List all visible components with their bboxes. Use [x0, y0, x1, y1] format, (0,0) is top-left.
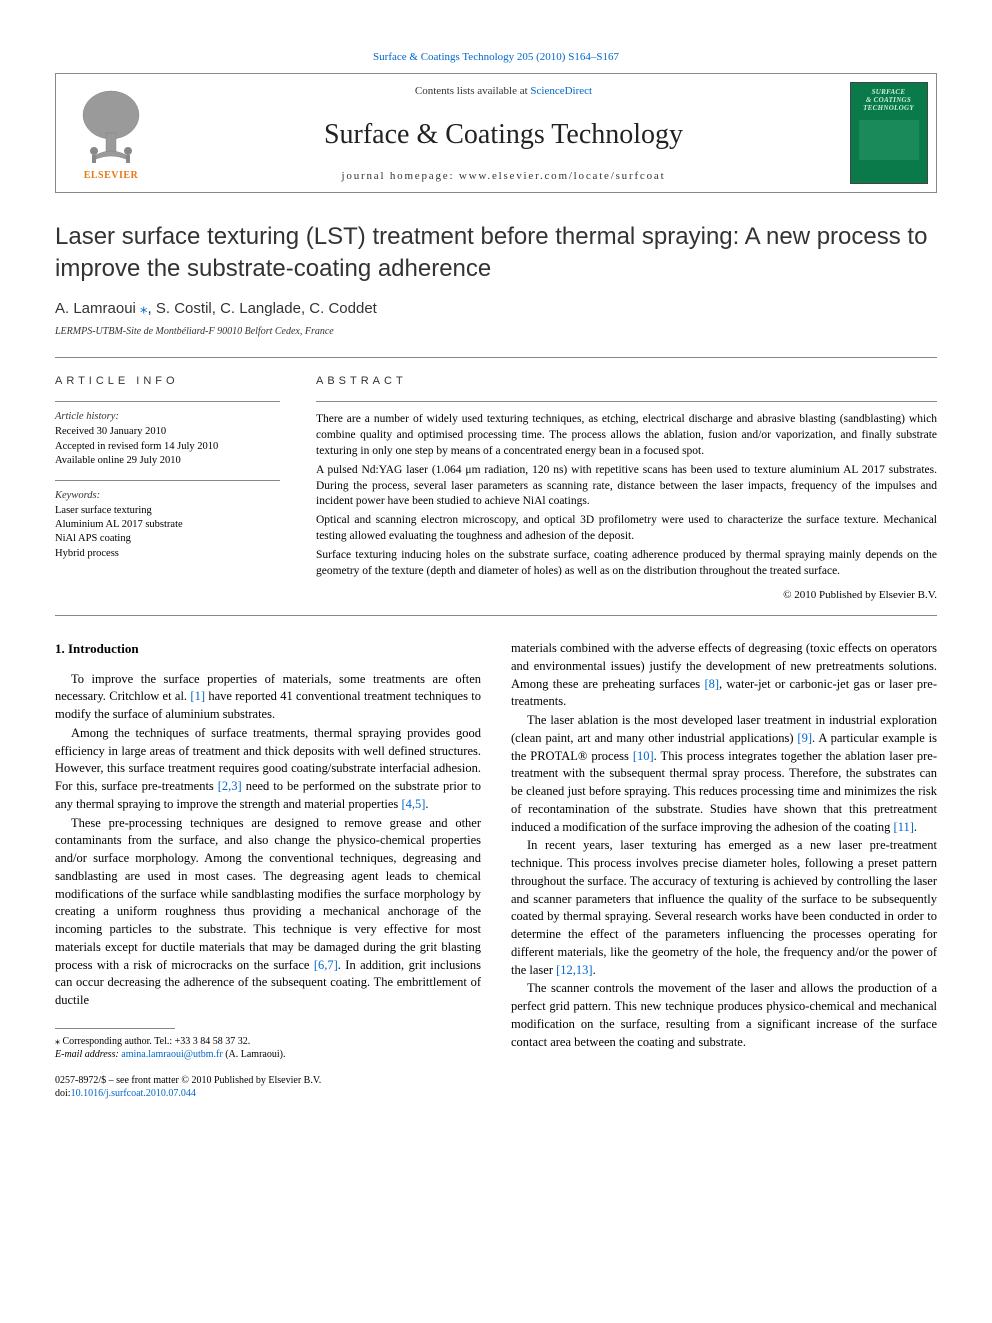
issn-copyright: 0257-8972/$ – see front matter © 2010 Pu…	[55, 1074, 481, 1087]
journal-citation[interactable]: Surface & Coatings Technology 205 (2010)…	[55, 50, 937, 65]
footnote-tel: ⁎ Corresponding author. Tel.: +33 3 84 5…	[55, 1035, 481, 1049]
authors-line: A. Lamraoui ⁎, S. Costil, C. Langlade, C…	[55, 298, 937, 319]
right-p2: The laser ablation is the most developed…	[511, 712, 937, 836]
accepted-date: Accepted in revised form 14 July 2010	[55, 440, 280, 454]
keywords-label: Keywords:	[55, 489, 280, 503]
right-p3: In recent years, laser texturing has eme…	[511, 837, 937, 979]
right-p1: materials combined with the adverse effe…	[511, 640, 937, 711]
abstract-column: ABSTRACT There are a number of widely us…	[316, 374, 937, 603]
rule-info-1	[55, 401, 280, 402]
rule-below-abstract	[55, 615, 937, 616]
bottom-meta: 0257-8972/$ – see front matter © 2010 Pu…	[55, 1074, 481, 1100]
email-link[interactable]: amina.lamraoui@utbm.fr	[121, 1049, 222, 1060]
keyword-4: Hybrid process	[55, 547, 280, 561]
abstract-p1: There are a number of widely used textur…	[316, 412, 937, 460]
footnote-rule	[55, 1028, 175, 1029]
abstract-p2: A pulsed Nd:YAG laser (1.064 μm radiatio…	[316, 463, 937, 511]
article-title: Laser surface texturing (LST) treatment …	[55, 221, 937, 283]
article-info-column: ARTICLE INFO Article history: Received 3…	[55, 374, 280, 603]
journal-cover: SURFACE & COATINGS TECHNOLOGY	[841, 74, 936, 192]
ref-6-7[interactable]: [6,7]	[314, 958, 338, 972]
abstract-heading: ABSTRACT	[316, 374, 937, 389]
body-col-left: 1. Introduction To improve the surface p…	[55, 640, 481, 1100]
email-label: E-mail address:	[55, 1049, 121, 1060]
journal-header: ELSEVIER Contents lists available at Sci…	[55, 73, 937, 193]
author-lamraoui: A. Lamraoui	[55, 300, 140, 317]
right-p4: The scanner controls the movement of the…	[511, 980, 937, 1051]
keyword-3: NiAl APS coating	[55, 532, 280, 546]
left-p3: These pre-processing techniques are desi…	[55, 815, 481, 1010]
keyword-1: Laser surface texturing	[55, 504, 280, 518]
homepage-prefix: journal homepage:	[342, 170, 459, 182]
header-center: Contents lists available at ScienceDirec…	[166, 74, 841, 192]
article-history-label: Article history:	[55, 410, 280, 424]
footnote-email-line: E-mail address: amina.lamraoui@utbm.fr (…	[55, 1048, 481, 1062]
email-suffix: (A. Lamraoui).	[223, 1049, 286, 1060]
homepage-url[interactable]: www.elsevier.com/locate/surfcoat	[459, 170, 666, 182]
corresponding-footnote: ⁎ Corresponding author. Tel.: +33 3 84 5…	[55, 1035, 481, 1062]
ref-9[interactable]: [9]	[797, 731, 812, 745]
left-p1: To improve the surface properties of mat…	[55, 671, 481, 724]
rule-info-2	[55, 480, 280, 481]
info-abstract-row: ARTICLE INFO Article history: Received 3…	[55, 358, 937, 615]
elsevier-logo: ELSEVIER	[56, 74, 166, 192]
received-date: Received 30 January 2010	[55, 425, 280, 439]
ref-2-3[interactable]: [2,3]	[218, 779, 242, 793]
doi-link[interactable]: 10.1016/j.surfcoat.2010.07.044	[71, 1088, 196, 1099]
contents-prefix: Contents lists available at	[415, 85, 530, 97]
body-two-columns: 1. Introduction To improve the surface p…	[55, 640, 937, 1100]
keyword-2: Aluminium AL 2017 substrate	[55, 518, 280, 532]
ref-1[interactable]: [1]	[190, 689, 205, 703]
ref-8[interactable]: [8]	[704, 677, 719, 691]
rule-abstract	[316, 401, 937, 402]
abstract-copyright: © 2010 Published by Elsevier B.V.	[316, 588, 937, 603]
elsevier-wordmark: ELSEVIER	[84, 170, 139, 181]
cover-title-line3: TECHNOLOGY	[863, 105, 914, 113]
ref-4-5[interactable]: [4,5]	[401, 797, 425, 811]
section-1-heading: 1. Introduction	[55, 640, 481, 658]
journal-homepage-line: journal homepage: www.elsevier.com/locat…	[342, 169, 666, 184]
abstract-p3: Optical and scanning electron microscopy…	[316, 513, 937, 545]
sciencedirect-link[interactable]: ScienceDirect	[530, 85, 592, 97]
affiliation: LERMPS-UTBM-Site de Montbéliard-F 90010 …	[55, 325, 937, 339]
elsevier-tree-icon: ELSEVIER	[66, 83, 156, 183]
doi-line: doi:10.1016/j.surfcoat.2010.07.044	[55, 1087, 481, 1100]
ref-11[interactable]: [11]	[894, 820, 914, 834]
abstract-p4: Surface texturing inducing holes on the …	[316, 548, 937, 580]
online-date: Available online 29 July 2010	[55, 454, 280, 468]
contents-lists-line: Contents lists available at ScienceDirec…	[415, 84, 592, 99]
corresponding-star-icon[interactable]: ⁎	[140, 300, 148, 317]
ref-12-13[interactable]: [12,13]	[556, 963, 592, 977]
body-col-right: materials combined with the adverse effe…	[511, 640, 937, 1100]
cover-image-placeholder	[859, 120, 919, 160]
ref-10[interactable]: [10]	[633, 749, 654, 763]
journal-title: Surface & Coatings Technology	[324, 115, 683, 154]
left-p2: Among the techniques of surface treatmen…	[55, 725, 481, 814]
article-info-heading: ARTICLE INFO	[55, 374, 280, 389]
cover-thumbnail: SURFACE & COATINGS TECHNOLOGY	[850, 82, 928, 184]
authors-rest: , S. Costil, C. Langlade, C. Coddet	[148, 300, 377, 317]
